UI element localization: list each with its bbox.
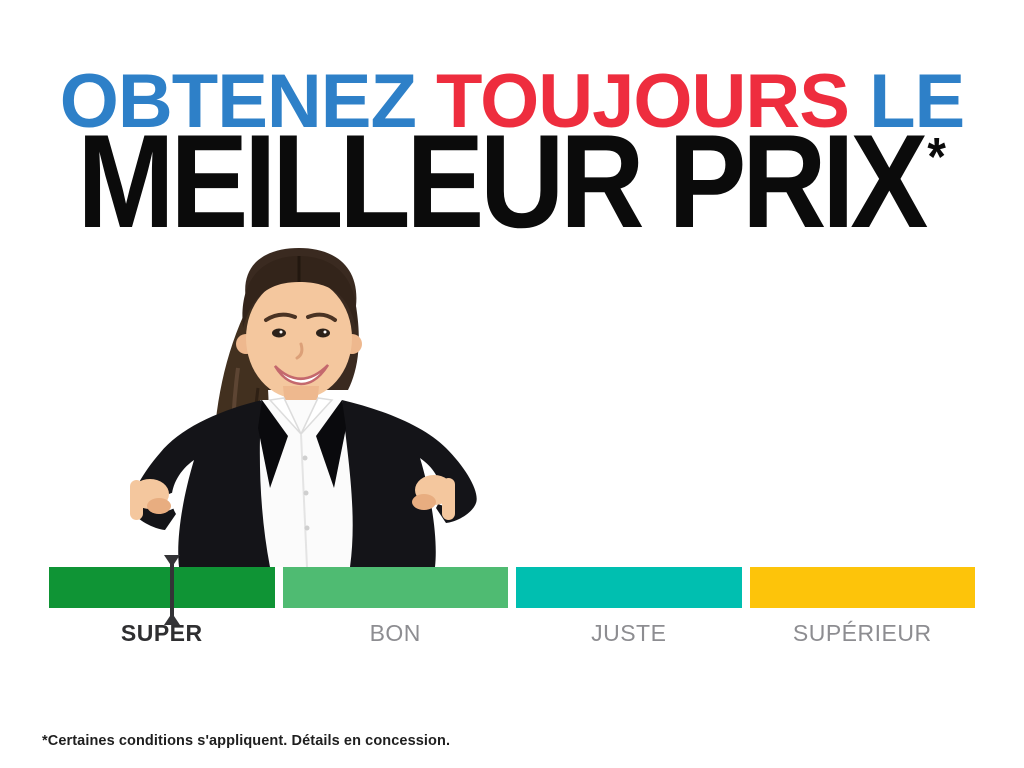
headline-word-toujours: TOUJOURS [436, 59, 850, 144]
gauge-label-bon: BON [369, 620, 421, 646]
headline-word-le: LE [869, 59, 965, 144]
spokeswoman-photo [62, 248, 520, 568]
legal-footnote: *Certaines conditions s'appliquent. Déta… [42, 733, 451, 749]
gauge-segment-superieur [749, 567, 975, 608]
gauge-label-superieur: SUPÉRIEUR [792, 620, 932, 646]
spokeswoman-image [130, 248, 477, 568]
gauge-label-juste: JUSTE [591, 620, 667, 646]
gauge-marker-pin [163, 555, 181, 625]
gauge-label-super: SUPER [120, 620, 203, 646]
headline-line2: MEILLEUR PRIX* [0, 116, 1024, 249]
marker-stem [170, 561, 174, 619]
gauge-segment-super [49, 567, 275, 608]
price-gauge [49, 567, 975, 608]
gauge-segment-bon [282, 567, 508, 608]
headline-line1: OBTENEZ TOUJOURS LE [0, 64, 1024, 140]
headline-meilleur-prix: MEILLEUR PRIX [77, 108, 929, 256]
gauge-labels: SUPER BON JUSTE SUPÉRIEUR [49, 620, 975, 647]
marker-bottom-arrow-icon [164, 613, 180, 625]
gauge-segment-juste [516, 567, 742, 608]
headline-word-obtenez: OBTENEZ [59, 59, 417, 144]
asterisk-mark: * [927, 127, 947, 187]
